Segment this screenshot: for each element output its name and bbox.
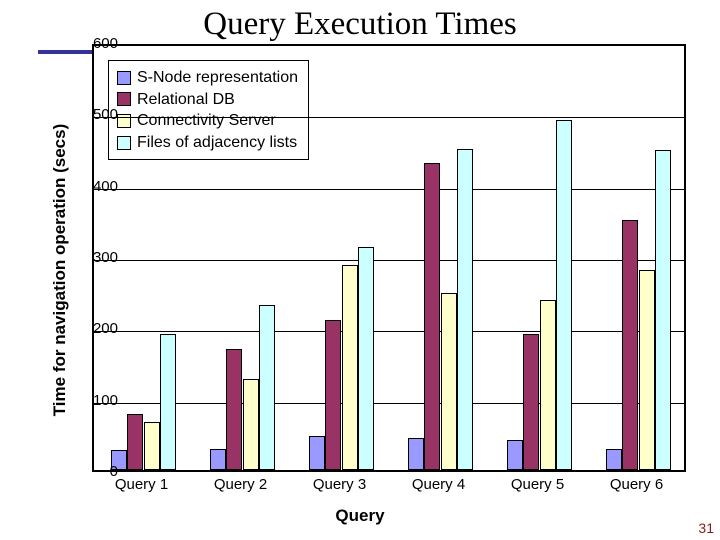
bar — [540, 300, 556, 470]
y-axis-label: Time for navigation operation (secs) — [50, 60, 70, 480]
grid-line — [94, 189, 684, 190]
bar — [259, 305, 275, 470]
bar — [144, 422, 160, 471]
bar — [210, 449, 226, 470]
y-tick-label: 600 — [78, 35, 118, 52]
bar — [358, 247, 374, 470]
legend-swatch — [117, 136, 131, 150]
bar — [556, 120, 572, 470]
legend-item: Files of adjacency lists — [117, 132, 298, 154]
legend-item: Relational DB — [117, 89, 298, 111]
bar — [457, 149, 473, 470]
bar — [622, 220, 638, 470]
category-label: Query 4 — [389, 476, 488, 493]
category-label: Query 2 — [191, 476, 290, 493]
category-label: Query 1 — [92, 476, 191, 493]
bar — [408, 438, 424, 470]
bar — [523, 334, 539, 470]
category-label: Query 3 — [290, 476, 389, 493]
y-tick-label: 100 — [78, 392, 118, 409]
legend-label: Relational DB — [137, 89, 235, 111]
legend-swatch — [117, 71, 131, 85]
bar — [226, 349, 242, 470]
legend-label: Files of adjacency lists — [137, 132, 297, 154]
category-label: Query 6 — [587, 476, 686, 493]
grid-line — [94, 331, 684, 332]
y-tick-label: 300 — [78, 249, 118, 266]
plot-area: S-Node representationRelational DBConnec… — [92, 44, 686, 472]
grid-line — [94, 260, 684, 261]
legend-item: Connectivity Server — [117, 110, 298, 132]
y-tick-label: 200 — [78, 320, 118, 337]
legend-swatch — [117, 114, 131, 128]
bar — [243, 379, 259, 470]
grid-line — [94, 117, 684, 118]
bar — [309, 436, 325, 470]
bar — [655, 150, 671, 470]
page-number: 31 — [698, 520, 714, 536]
legend-item: S-Node representation — [117, 67, 298, 89]
bar — [441, 293, 457, 470]
y-tick-label: 500 — [78, 106, 118, 123]
bar — [606, 449, 622, 470]
bar — [127, 414, 143, 470]
legend-label: S-Node representation — [137, 67, 298, 89]
bar — [342, 265, 358, 470]
bar — [424, 163, 440, 470]
legend-swatch — [117, 92, 131, 106]
legend-label: Connectivity Server — [137, 110, 276, 132]
bar — [160, 334, 176, 470]
y-tick-label: 400 — [78, 178, 118, 195]
category-label: Query 5 — [488, 476, 587, 493]
bar — [507, 440, 523, 470]
legend: S-Node representationRelational DBConnec… — [108, 60, 309, 160]
bar — [325, 320, 341, 470]
x-axis-label: Query — [0, 506, 720, 526]
bar — [639, 270, 655, 470]
grid-line — [94, 403, 684, 404]
